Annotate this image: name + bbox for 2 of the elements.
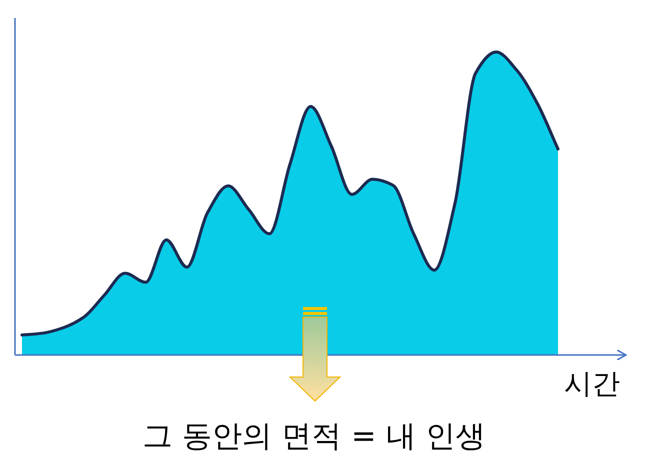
x-axis-title: 시간 <box>564 367 620 400</box>
text: 그 동안의 면적 = 내 인생 <box>142 419 486 454</box>
